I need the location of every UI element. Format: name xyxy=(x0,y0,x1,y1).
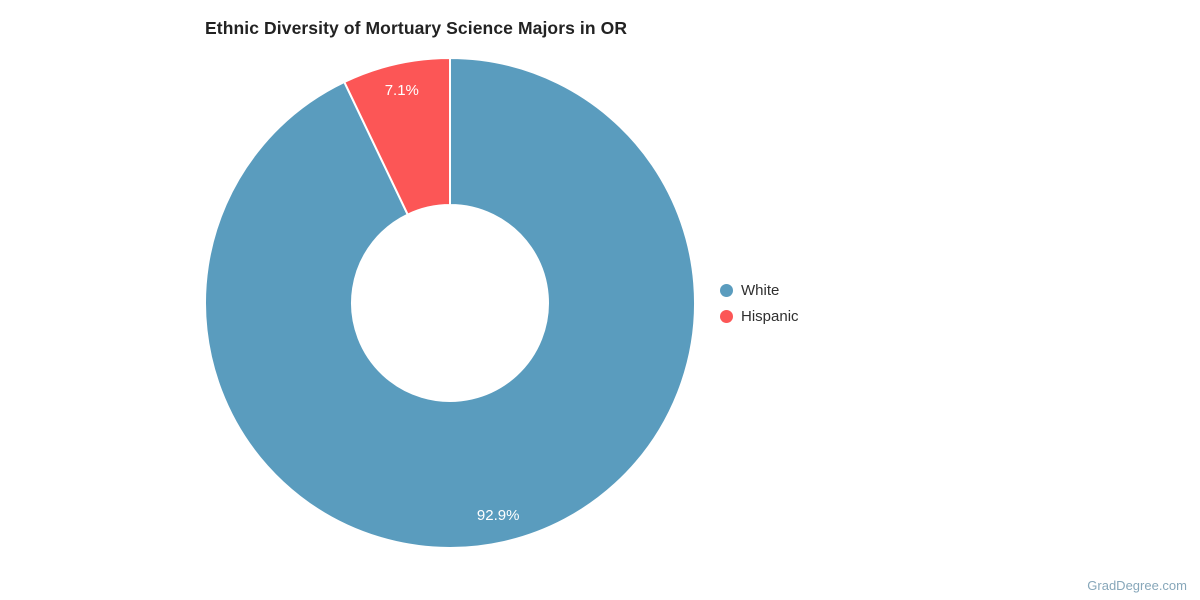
pie-slice-hispanic[interactable] xyxy=(343,57,451,216)
legend-label: Hispanic xyxy=(741,307,799,325)
slice-label-white: 92.9% xyxy=(477,507,520,524)
chart-title: Ethnic Diversity of Mortuary Science Maj… xyxy=(205,18,628,38)
donut-chart: 92.9% 7.1% xyxy=(204,57,696,549)
slice-label-hispanic: 7.1% xyxy=(385,82,419,99)
watermark: GradDegree.com xyxy=(1087,578,1187,593)
legend: White Hispanic xyxy=(720,277,799,329)
pie-slice-white[interactable] xyxy=(204,57,696,549)
legend-marker-icon xyxy=(720,309,733,323)
legend-marker-icon xyxy=(720,283,733,297)
legend-label: White xyxy=(741,281,780,299)
legend-item-white[interactable]: White xyxy=(720,277,799,303)
legend-item-hispanic[interactable]: Hispanic xyxy=(720,303,799,329)
